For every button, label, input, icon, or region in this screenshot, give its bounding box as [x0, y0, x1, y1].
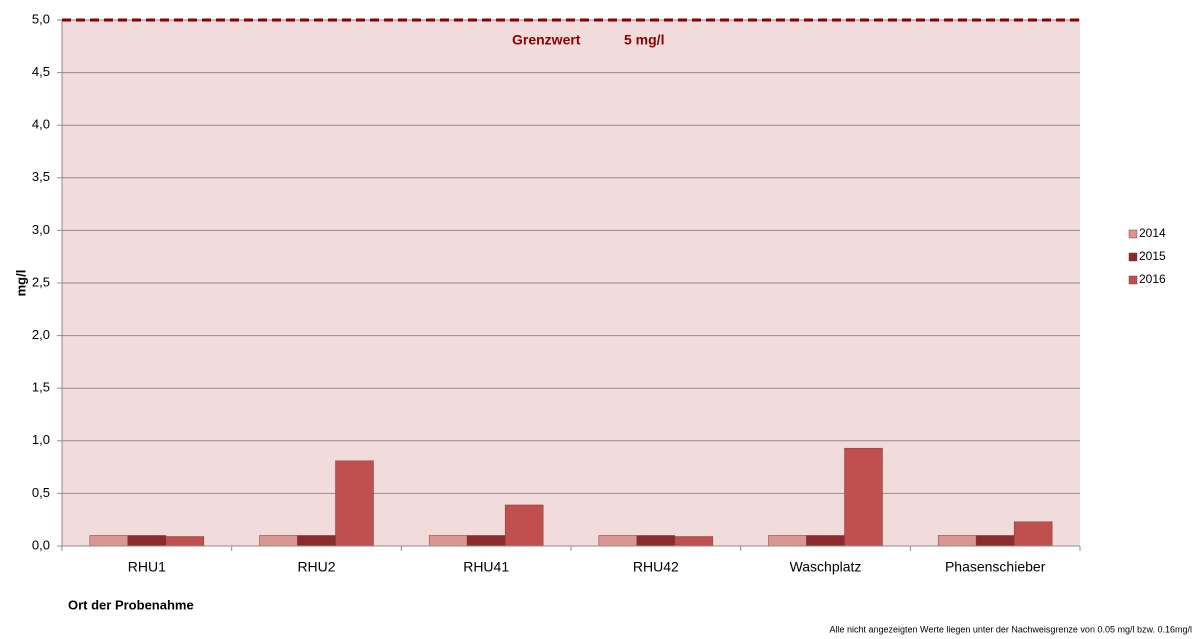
bar [937, 535, 977, 547]
x-tick-label: Phasenschieber [945, 559, 1046, 575]
footnote: Alle nicht angezeigten Werte liegen unte… [829, 624, 1192, 634]
y-tick-label: 3,0 [32, 222, 50, 237]
legend-label: 2014 [1139, 226, 1166, 240]
y-tick-label: 1,5 [32, 380, 50, 395]
y-tick-label: 3,5 [32, 169, 50, 184]
bar [598, 535, 638, 547]
bar [504, 504, 544, 547]
bar [428, 535, 468, 547]
bar [806, 535, 845, 547]
bar [636, 535, 676, 547]
y-tick-label: 1,0 [32, 432, 50, 447]
legend-swatch [1128, 252, 1138, 262]
bar [674, 536, 714, 547]
threshold-label: Grenzwert [512, 32, 581, 48]
x-tick-label: RHU42 [633, 559, 679, 575]
y-tick-label: 2,5 [32, 274, 50, 289]
bar [89, 535, 129, 547]
x-tick-label: Waschplatz [790, 559, 862, 575]
bar [335, 460, 374, 547]
bar [259, 535, 298, 547]
bar [768, 535, 807, 547]
y-tick-label: 2,0 [32, 327, 50, 342]
x-tick-label: RHU2 [297, 559, 335, 575]
bar [1013, 521, 1053, 547]
threshold-value-label: 5 mg/l [624, 32, 664, 48]
bar [975, 535, 1015, 547]
y-tick-label: 4,5 [32, 64, 50, 79]
legend-swatch [1128, 229, 1138, 239]
legend-label: 2016 [1139, 272, 1166, 286]
y-tick-label: 0,0 [32, 537, 50, 552]
bar [466, 535, 506, 547]
legend-swatch [1128, 275, 1138, 285]
x-tick-label: RHU41 [463, 559, 509, 575]
bar [127, 535, 167, 547]
y-tick-label: 5,0 [32, 11, 50, 26]
x-axis-label: Ort der Probenahme [68, 597, 194, 612]
bar [297, 535, 336, 547]
bar [844, 447, 883, 547]
y-axis-label: mg/l [13, 270, 28, 297]
x-tick-label: RHU1 [128, 559, 166, 575]
legend-label: 2015 [1139, 249, 1166, 263]
bar [165, 536, 205, 547]
y-tick-label: 4,0 [32, 117, 50, 132]
y-tick-label: 0,5 [32, 485, 50, 500]
